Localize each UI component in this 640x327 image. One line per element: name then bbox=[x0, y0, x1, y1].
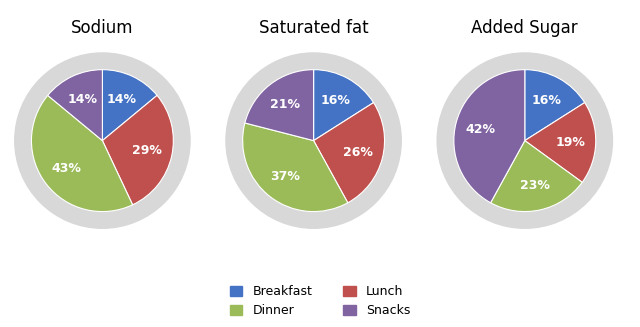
Wedge shape bbox=[31, 95, 132, 212]
Wedge shape bbox=[102, 70, 157, 141]
Text: 21%: 21% bbox=[271, 98, 300, 111]
Title: Saturated fat: Saturated fat bbox=[259, 20, 369, 38]
Wedge shape bbox=[243, 123, 348, 212]
Text: 16%: 16% bbox=[321, 94, 351, 107]
Text: 14%: 14% bbox=[107, 93, 137, 106]
Text: 37%: 37% bbox=[271, 170, 300, 183]
Wedge shape bbox=[314, 70, 374, 141]
Text: 23%: 23% bbox=[520, 179, 550, 192]
Text: 16%: 16% bbox=[532, 94, 562, 107]
Text: 42%: 42% bbox=[465, 123, 495, 136]
Title: Sodium: Sodium bbox=[71, 20, 134, 38]
Circle shape bbox=[437, 53, 612, 228]
Wedge shape bbox=[314, 103, 385, 203]
Wedge shape bbox=[102, 95, 173, 205]
Text: 43%: 43% bbox=[51, 162, 81, 175]
Text: 19%: 19% bbox=[556, 136, 586, 148]
Wedge shape bbox=[491, 141, 582, 212]
Text: 14%: 14% bbox=[68, 93, 98, 106]
Wedge shape bbox=[245, 70, 314, 141]
Text: 29%: 29% bbox=[132, 144, 162, 157]
Circle shape bbox=[15, 53, 190, 228]
Wedge shape bbox=[48, 70, 102, 141]
Wedge shape bbox=[525, 70, 585, 141]
Wedge shape bbox=[454, 70, 525, 203]
Legend: Breakfast, Dinner, Lunch, Snacks: Breakfast, Dinner, Lunch, Snacks bbox=[230, 285, 410, 318]
Title: Added Sugar: Added Sugar bbox=[472, 20, 578, 38]
Wedge shape bbox=[525, 103, 596, 182]
Circle shape bbox=[226, 53, 401, 228]
Text: 26%: 26% bbox=[343, 146, 373, 159]
